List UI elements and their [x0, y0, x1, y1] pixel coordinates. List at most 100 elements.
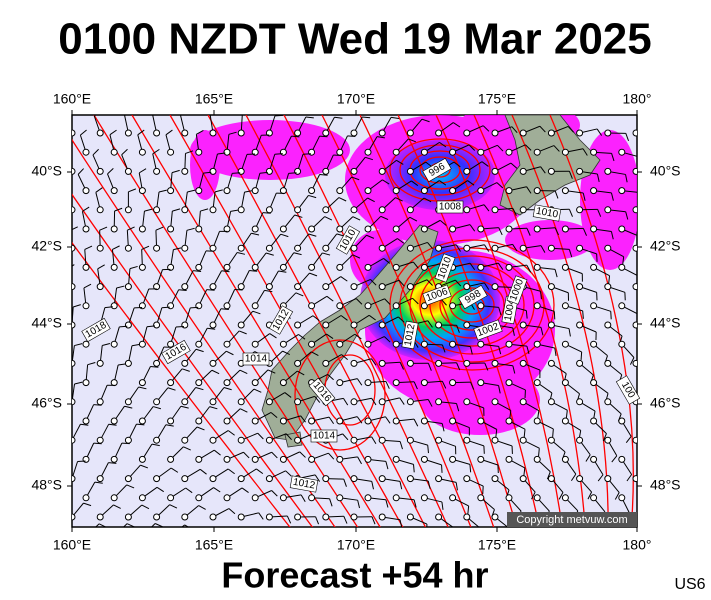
barb-station — [533, 455, 541, 463]
isobar — [419, 156, 461, 184]
barb-station — [138, 148, 146, 156]
barb-station — [336, 148, 344, 156]
barb-station — [590, 340, 598, 348]
barb-flag — [427, 363, 432, 371]
barb-station — [378, 436, 386, 444]
barb-flag — [408, 138, 416, 143]
barb-flag — [298, 334, 306, 340]
barb-station — [209, 167, 217, 175]
barb-flag — [146, 325, 155, 328]
barb-station — [477, 225, 485, 233]
barb-station — [96, 283, 104, 291]
barb-flag — [137, 129, 145, 136]
barb-station — [110, 494, 118, 502]
isobar-label-group: 1010 — [532, 204, 562, 222]
barb-flag — [554, 269, 558, 278]
barb-station — [153, 359, 161, 367]
barb-station — [153, 206, 161, 214]
barb-station — [279, 340, 287, 348]
barb-flag — [126, 484, 135, 489]
barb-station — [138, 379, 146, 387]
barb-flag — [154, 523, 163, 527]
barb-flag — [602, 433, 607, 442]
barb-flag — [300, 494, 306, 502]
barb-station — [632, 129, 637, 137]
barb-station — [350, 321, 358, 329]
barb-flag — [215, 528, 221, 533]
barb-station — [294, 513, 302, 521]
barb-station — [96, 475, 104, 483]
barb-station — [308, 302, 316, 310]
barb-station — [138, 225, 146, 233]
barb-flag — [239, 330, 247, 335]
barb-flag — [468, 144, 476, 151]
barb-flag — [441, 501, 444, 510]
barb-shaft — [424, 536, 439, 547]
barb-flag — [121, 442, 130, 445]
barb-flag — [237, 252, 246, 255]
barb-flag — [411, 180, 419, 187]
barb-station — [632, 206, 637, 214]
barb-flag — [178, 289, 187, 291]
barb-flag — [274, 153, 283, 155]
barb-station — [294, 359, 302, 367]
barb-station — [547, 359, 555, 367]
barb-flag — [356, 378, 363, 386]
barb-shaft — [594, 536, 599, 553]
barb-station — [364, 494, 372, 502]
barb-station — [96, 513, 104, 521]
model-code: US6 — [674, 576, 705, 593]
barb-flag — [265, 252, 274, 256]
barb-station — [533, 302, 541, 310]
barb-flag — [456, 362, 461, 371]
barb-flag — [585, 454, 591, 462]
barb-station — [463, 283, 471, 291]
barb-station — [138, 455, 146, 463]
barb-flag — [357, 500, 361, 509]
barb-flag — [297, 370, 305, 376]
barb-shaft — [199, 528, 215, 536]
barb-flag — [314, 396, 321, 403]
barb-station — [534, 533, 540, 539]
barb-station — [237, 513, 245, 521]
barb-station — [336, 417, 344, 425]
barb-flag — [370, 358, 377, 366]
barb-flag — [180, 405, 189, 409]
barb-flag — [385, 381, 390, 389]
lat-label: 44°S — [31, 315, 62, 331]
barb-flag — [182, 368, 190, 372]
barb-flag — [305, 116, 314, 119]
barb-flag — [584, 533, 589, 539]
barb-station — [364, 302, 372, 310]
barb-flag — [161, 306, 170, 309]
barb-station — [449, 494, 457, 502]
barb-flag — [309, 272, 318, 277]
barb-station — [604, 398, 612, 406]
barb-flag — [93, 115, 97, 117]
barb-flag — [561, 530, 564, 537]
barb-flag — [187, 189, 196, 193]
copyright: Copyright metvuw.com — [516, 514, 627, 526]
barb-station — [350, 283, 358, 291]
barb-flag — [169, 504, 178, 509]
barb-station — [435, 321, 443, 329]
barb-station — [237, 321, 245, 329]
barb-flag — [113, 504, 121, 509]
barb-flag — [641, 417, 646, 424]
barb-flag — [239, 369, 248, 374]
barb-station — [463, 398, 471, 406]
barb-station — [561, 148, 569, 156]
barb-flag — [510, 162, 518, 169]
barb-flag — [399, 397, 405, 405]
barb-station — [406, 359, 414, 367]
barb-station — [519, 167, 527, 175]
barb-station — [561, 417, 569, 425]
barb-flag — [286, 515, 292, 524]
barb-flag — [483, 282, 490, 290]
barb-station — [350, 167, 358, 175]
barb-station — [209, 206, 217, 214]
barb-flag — [399, 519, 403, 527]
barb-flag — [368, 314, 376, 321]
barb-station — [491, 244, 499, 252]
isobar — [439, 279, 505, 331]
